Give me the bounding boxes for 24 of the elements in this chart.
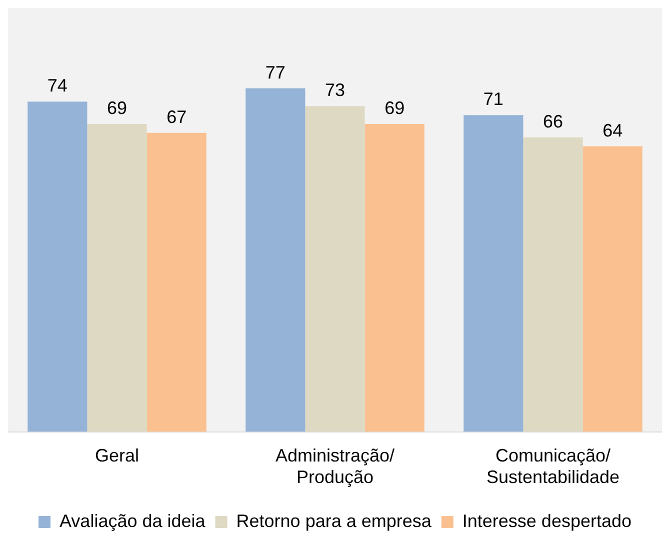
data-label: 66: [542, 111, 564, 132]
data-label: 71: [483, 89, 504, 110]
data-label: 64: [602, 120, 623, 140]
x-tick-label: Geral: [94, 446, 140, 466]
bar: [146, 132, 206, 432]
bar: [87, 124, 147, 432]
bar: [523, 137, 583, 432]
legend-label: Retorno para a empresa: [236, 510, 432, 531]
legend-label: Interesse despertado: [462, 510, 632, 531]
data-label: 69: [106, 98, 128, 118]
bar: [364, 124, 424, 432]
data-label: 69: [384, 98, 405, 118]
data-label: 74: [47, 76, 68, 96]
x-tick-label: Comunicação/ Sustentabilidade: [486, 446, 620, 488]
legend-label: Avaliação da ideia: [60, 510, 206, 531]
bar: [582, 146, 642, 432]
data-label: 77: [265, 62, 286, 82]
data-label: 73: [324, 80, 346, 100]
bar: [28, 102, 88, 432]
data-label: 67: [166, 106, 187, 127]
bar: [305, 106, 365, 432]
bar: [246, 88, 306, 432]
x-tick-label: Administração/ Produção: [275, 446, 395, 488]
bar: [464, 115, 524, 432]
